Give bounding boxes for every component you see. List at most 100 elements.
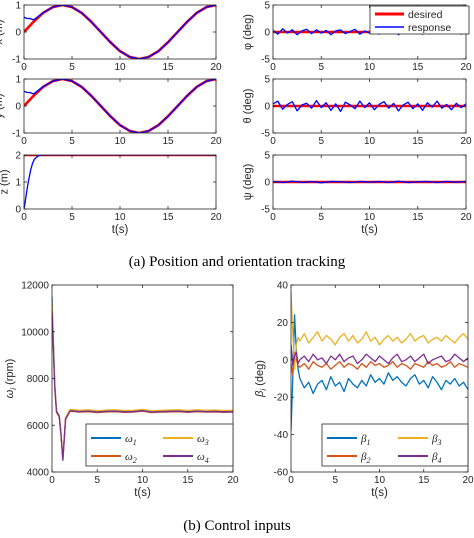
y-ytick-label-2: 1 xyxy=(15,75,21,86)
y-xtick-label-3: 15 xyxy=(162,136,174,147)
beta-series-2 xyxy=(291,351,468,376)
beta-ytick-label-0: -60 xyxy=(274,468,289,479)
y-xtick-label-4: 20 xyxy=(210,136,222,147)
beta-ytick-label-1: -40 xyxy=(274,430,289,441)
phi-xtick-label-3: 15 xyxy=(412,62,424,73)
psi-xtick-label-3: 15 xyxy=(412,212,424,223)
x-xtick-label-1: 5 xyxy=(69,62,75,73)
omega-ylabel: ωi (rpm) xyxy=(4,359,18,399)
psi-ylabel: ψ (deg) xyxy=(242,164,254,201)
y-xtick-label-2: 10 xyxy=(114,136,126,147)
omega-ytick-label-3: 10000 xyxy=(21,327,49,338)
beta-series-1 xyxy=(291,314,468,431)
phi-xtick-label-2: 10 xyxy=(364,62,376,73)
legend-beta-box xyxy=(321,423,469,467)
omega-xtick-label-3: 15 xyxy=(182,475,194,486)
y-ytick-label-1: 0 xyxy=(15,102,21,113)
beta-ytick-label-4: 20 xyxy=(277,318,289,329)
legend-desired-label: desired xyxy=(408,9,443,21)
legend-omega-1-label: ω1 xyxy=(125,433,137,447)
omega-ytick-label-1: 6000 xyxy=(27,421,50,432)
z-ytick-label-1: 1 xyxy=(15,178,21,189)
beta-xtick-label-2: 10 xyxy=(374,475,386,486)
z-series-group xyxy=(24,155,216,209)
chart-omega-speeds: 0 5 10 15 20 4000 6000 8000 10000 12000 t(s) ωi (rp… xyxy=(4,281,239,500)
beta-ylabel: βi (deg) xyxy=(254,360,268,398)
x-ytick-label-1: 0 xyxy=(15,28,21,39)
z-xlabel: t(s) xyxy=(112,224,129,236)
legend-beta: β1 β3 β2 β4 xyxy=(321,423,469,467)
psi-ytick-label-1: 0 xyxy=(264,178,270,189)
legend-omega: ω1 ω3 ω2 ω4 xyxy=(85,423,234,467)
legend-top: desired response xyxy=(369,5,470,35)
omega-series-group xyxy=(52,296,233,461)
y-ylabel: y (m) xyxy=(0,93,5,118)
psi-xtick-label-0: 0 xyxy=(270,212,276,223)
omega-xlabel: t(s) xyxy=(134,487,151,499)
x-xtick-label-4: 20 xyxy=(210,62,222,73)
caption-a: (a) Position and orientation tracking xyxy=(129,254,346,270)
x-series-group xyxy=(24,5,216,59)
theta-xtick-label-3: 15 xyxy=(412,136,424,147)
theta-ytick-label-1: 0 xyxy=(264,102,270,113)
legend-beta-3-label: β3 xyxy=(431,433,441,447)
beta-ytick-label-2: -20 xyxy=(274,393,289,404)
theta-ytick-label-2: 5 xyxy=(264,75,270,86)
psi-series-response xyxy=(273,180,466,184)
phi-xtick-label-4: 20 xyxy=(460,62,472,73)
legend-omega-3-label: ω3 xyxy=(197,433,209,447)
beta-ytick-label-5: 40 xyxy=(277,281,289,292)
x-ylabel: x (m) xyxy=(0,19,5,44)
z-ylabel: z (m) xyxy=(0,169,10,194)
beta-series-3 xyxy=(291,292,468,370)
phi-ylabel: φ (deg) xyxy=(242,14,254,50)
x-xtick-label-3: 15 xyxy=(162,62,174,73)
beta-xlabel: t(s) xyxy=(371,487,388,499)
theta-series-response xyxy=(273,99,466,113)
legend-beta-1-label: β1 xyxy=(360,433,370,447)
psi-xtick-label-2: 10 xyxy=(364,212,376,223)
x-ytick-label-2: 1 xyxy=(15,1,21,12)
beta-series-4 xyxy=(291,344,468,367)
psi-ytick-label-2: 5 xyxy=(264,151,270,162)
y-xtick-label-1: 5 xyxy=(69,136,75,147)
caption-b: (b) Control inputs xyxy=(183,518,291,534)
chart-z-position: 0 5 10 15 20 0 1 2 t(s) z (m) xyxy=(0,151,222,237)
phi-ytick-label-0: -5 xyxy=(261,55,270,66)
z-xtick-label-4: 20 xyxy=(210,212,222,223)
legend-beta-2-label: β2 xyxy=(360,451,370,465)
phi-xtick-label-0: 0 xyxy=(270,62,276,73)
x-xtick-label-0: 0 xyxy=(21,62,27,73)
phi-ytick-label-2: 5 xyxy=(264,1,270,12)
y-ytick-label-0: -1 xyxy=(12,129,21,140)
legend-top-box xyxy=(369,5,470,35)
theta-xtick-label-2: 10 xyxy=(364,136,376,147)
omega-xtick-label-2: 10 xyxy=(137,475,149,486)
y-series-group xyxy=(24,79,216,133)
omega-xtick-label-0: 0 xyxy=(49,475,55,486)
theta-series-group xyxy=(273,99,466,113)
omega-ytick-label-0: 4000 xyxy=(27,468,50,479)
beta-series-group xyxy=(291,292,468,431)
psi-series-group xyxy=(273,180,466,184)
omega-series-4 xyxy=(52,310,233,461)
theta-xtick-label-0: 0 xyxy=(270,136,276,147)
beta-xtick-label-4: 20 xyxy=(462,475,474,486)
omega-xtick-label-1: 5 xyxy=(94,475,100,486)
z-xtick-label-3: 15 xyxy=(162,212,174,223)
phi-ytick-label-1: 0 xyxy=(264,28,270,39)
psi-ytick-label-0: -5 xyxy=(261,205,270,216)
legend-omega-2-label: ω2 xyxy=(125,451,137,465)
legend-beta-4-label: β4 xyxy=(431,451,441,465)
z-xtick-label-1: 5 xyxy=(69,212,75,223)
theta-ytick-label-0: -5 xyxy=(261,129,270,140)
theta-xtick-label-4: 20 xyxy=(460,136,472,147)
z-series-response xyxy=(24,155,216,209)
beta-ytick-label-3: 0 xyxy=(282,355,288,366)
theta-ylabel: θ (deg) xyxy=(242,89,254,124)
